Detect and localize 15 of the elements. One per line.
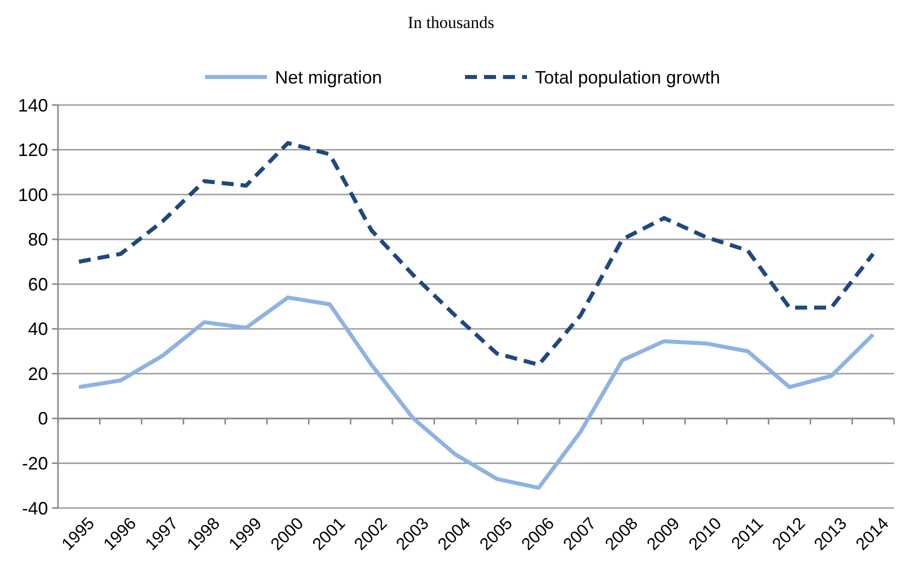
y-tick-label: -20 (22, 454, 48, 474)
line-series (76, 141, 876, 367)
legend-label: Total population growth (535, 67, 720, 88)
y-tick-label: 40 (28, 319, 48, 340)
legend-label: Net migration (275, 67, 382, 88)
y-tick-label: 0 (38, 408, 48, 429)
line-series (76, 296, 876, 490)
y-tick-label: 20 (28, 364, 48, 384)
y-tick-label: 100 (18, 184, 48, 205)
y-tick-label: -40 (22, 498, 48, 518)
y-tick-label: 140 (18, 95, 48, 116)
y-tick-label: 120 (18, 140, 48, 160)
y-tick-label: 60 (28, 274, 48, 294)
y-tick-label: 80 (28, 230, 48, 250)
chart-title: In thousands (408, 13, 494, 32)
